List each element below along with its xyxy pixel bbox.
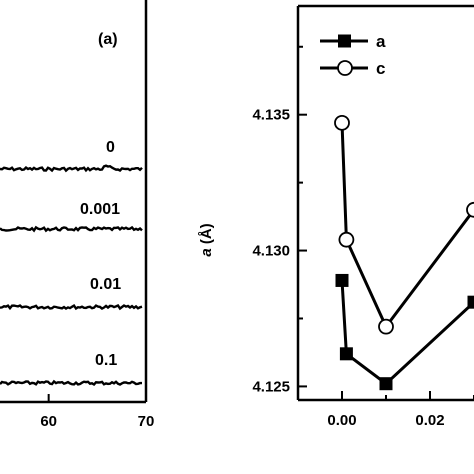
xrd-pattern-label: 0.01 — [90, 276, 121, 293]
legend-label: a — [376, 32, 386, 51]
xrd-pattern-label: 0.001 — [80, 201, 120, 218]
series-line-c — [340, 122, 474, 330]
data-point-a — [379, 377, 393, 391]
panel-a-label: (a) — [98, 31, 118, 48]
data-point-a — [335, 273, 349, 287]
legend-marker-circle — [337, 60, 353, 76]
data-point-a — [467, 295, 474, 309]
y-axis-title: a (Å) — [198, 223, 215, 256]
y-tick-label: 4.130 — [252, 243, 290, 260]
x-tick-label: 0.02 — [415, 412, 444, 429]
series-line-a — [340, 280, 474, 386]
data-point-c — [378, 318, 394, 335]
data-point-c — [338, 231, 355, 248]
xrd-pattern — [0, 379, 142, 387]
y-axis-title-variable: a — [198, 248, 215, 256]
xrd-pattern — [0, 164, 143, 173]
panel-b-axes: 4.125 4.130 4.135 0.00 0.02 — [252, 4, 474, 429]
xrd-pattern-label: 0 — [106, 139, 115, 156]
panel-a-x-ticks: 60 70 — [40, 394, 154, 430]
xrd-pattern — [0, 225, 143, 233]
series-markers — [334, 114, 474, 391]
panel-a-x-tick-label: 60 — [40, 413, 57, 430]
y-axis-title-unit: (Å) — [198, 223, 215, 248]
y-tick-label: 4.125 — [252, 378, 290, 395]
series-lines — [340, 122, 474, 386]
data-point-c — [334, 114, 350, 131]
legend: ac — [320, 32, 386, 78]
panel-a-xrd-patterns: (a) 0 0.001 0.01 0.1 60 70 — [0, 0, 154, 430]
xrd-patterns: 0 0.001 0.01 0.1 — [0, 139, 143, 387]
data-point-c — [466, 201, 474, 218]
legend-marker-square — [338, 34, 351, 48]
panel-a-x-tick-label: 70 — [138, 413, 155, 430]
xrd-pattern — [0, 303, 143, 311]
data-point-a — [339, 347, 353, 361]
legend-label: c — [376, 59, 385, 78]
y-tick-label: 4.135 — [252, 107, 290, 124]
x-tick-label: 0.00 — [327, 412, 356, 429]
xrd-pattern-label: 0.1 — [95, 352, 117, 369]
